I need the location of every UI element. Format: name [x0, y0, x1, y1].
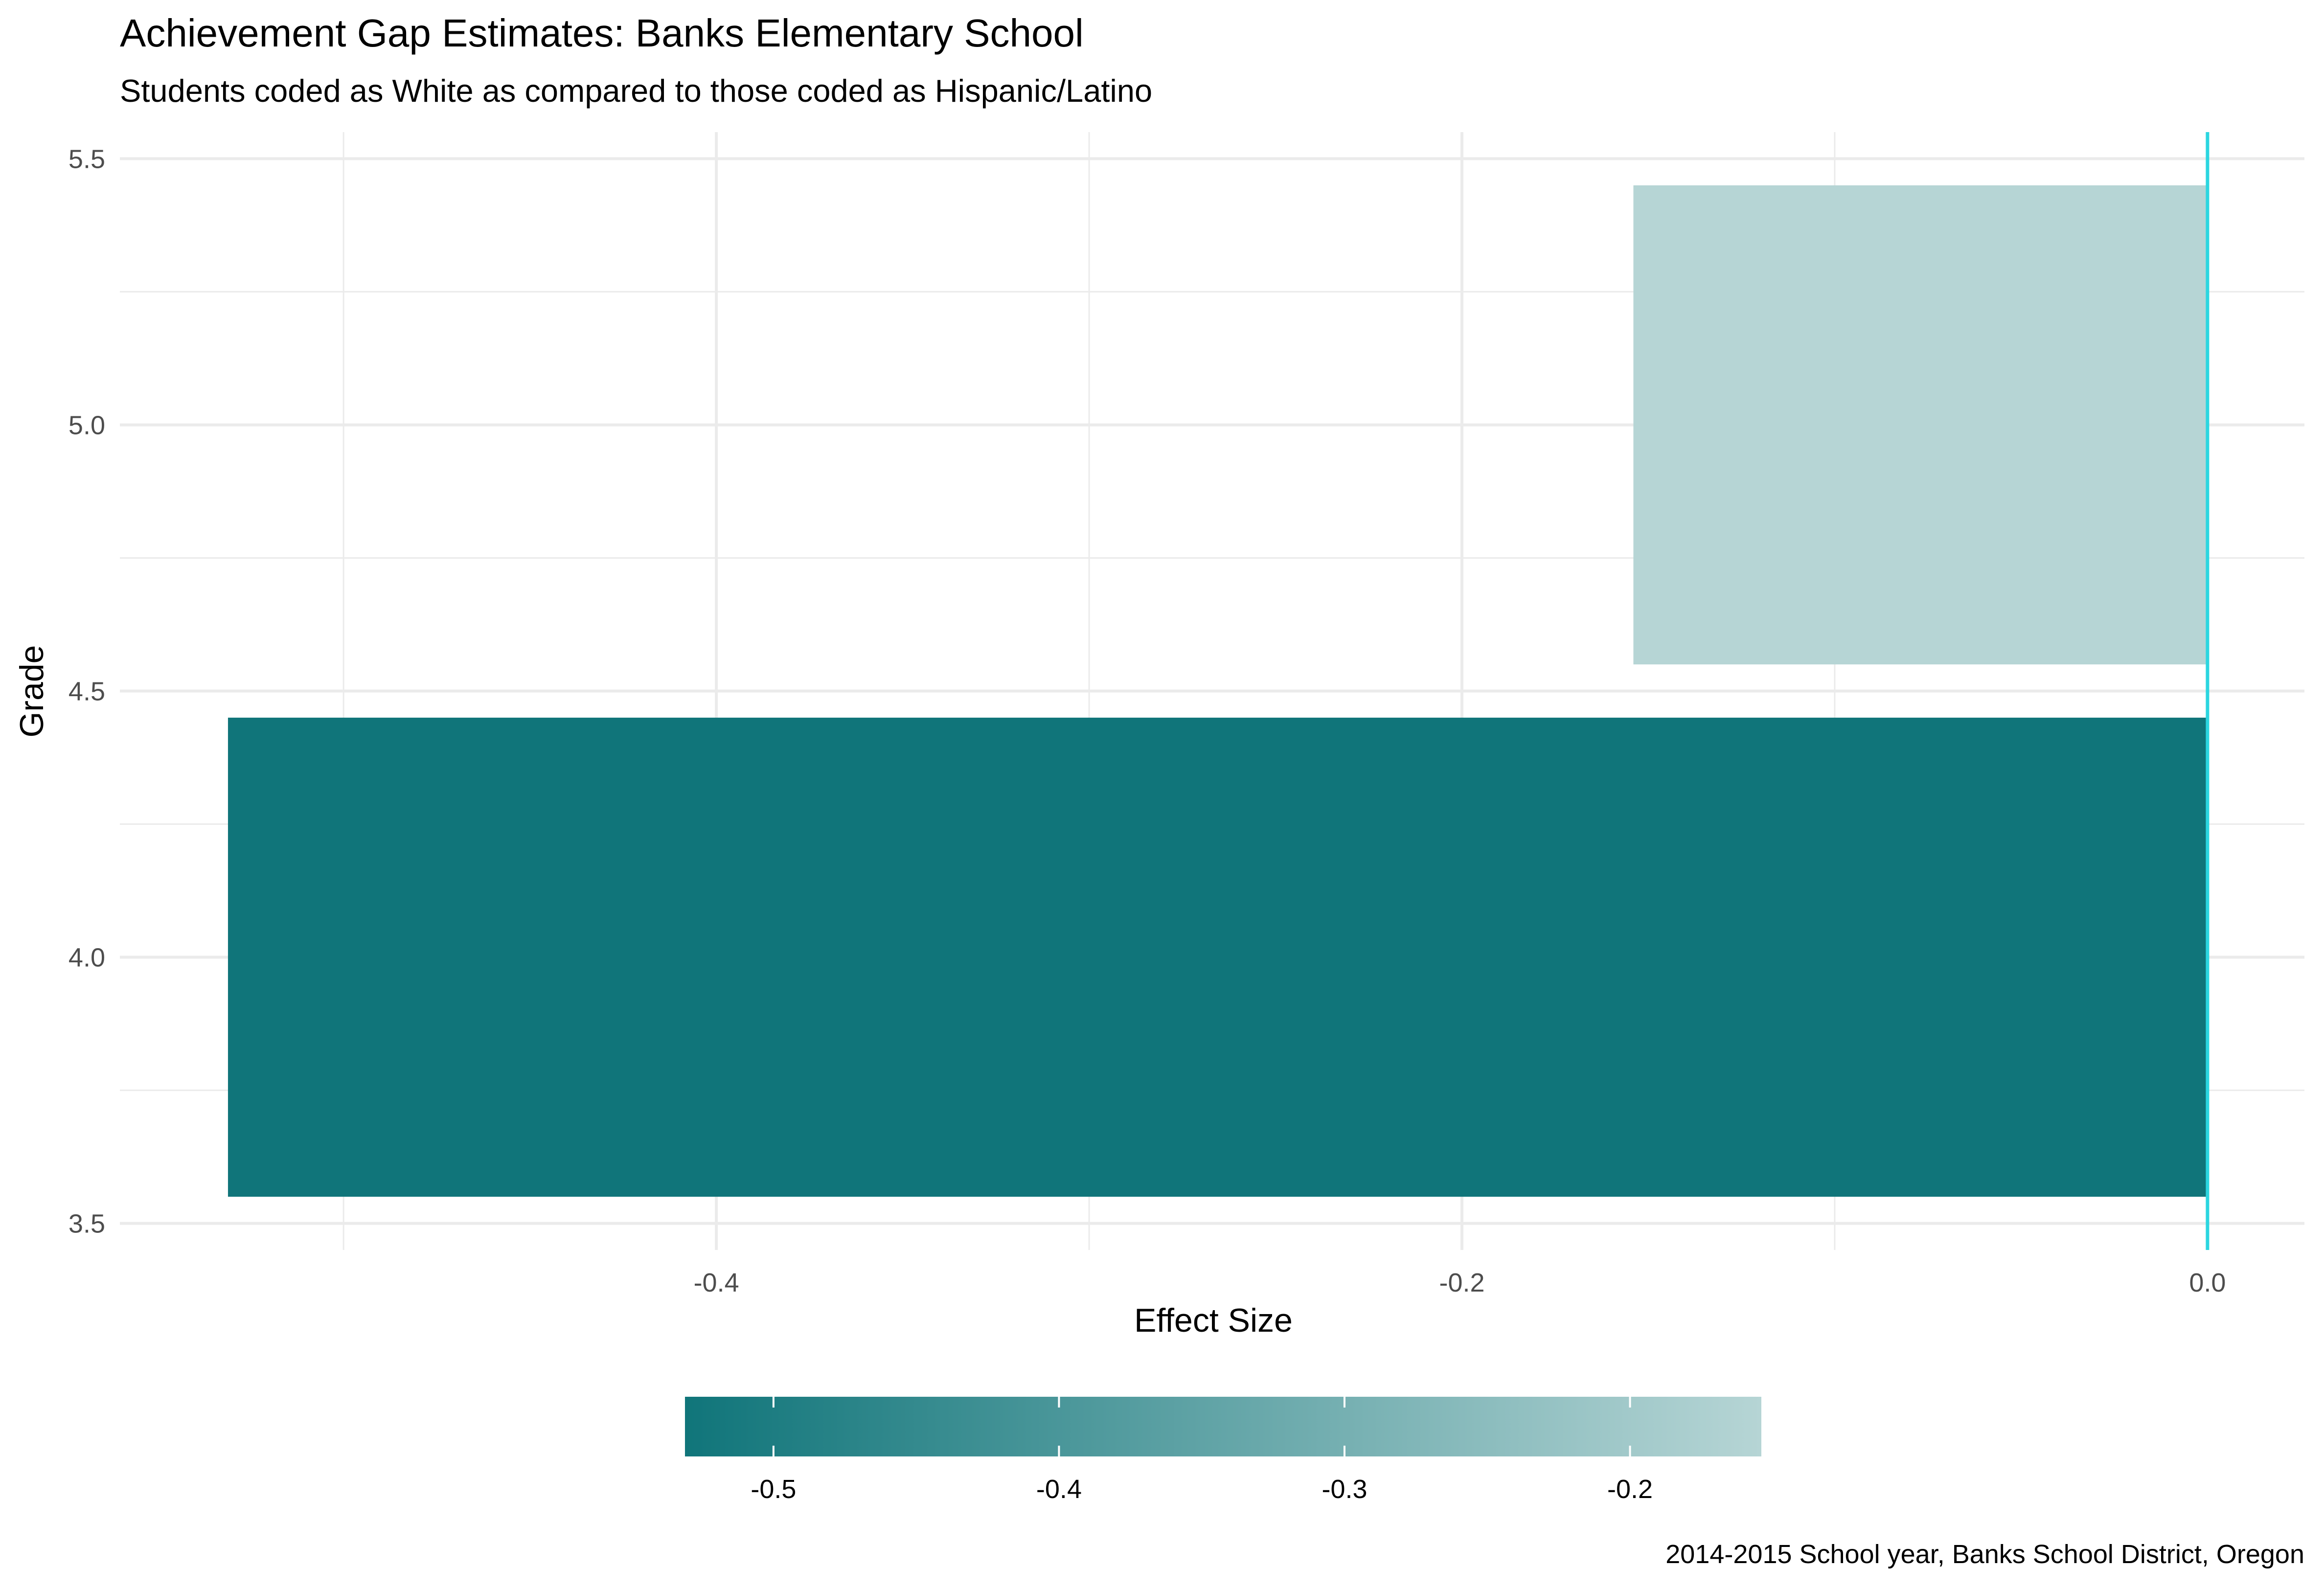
legend-tick-label: -0.5: [751, 1475, 796, 1504]
x-axis-title: Effect Size: [1134, 1302, 1293, 1339]
chart-caption: 2014-2015 School year, Banks School Dist…: [1665, 1540, 2304, 1569]
y-tick-label: 5.5: [68, 144, 105, 174]
bars: [228, 185, 2208, 1197]
chart-title: Achievement Gap Estimates: Banks Element…: [120, 11, 1084, 55]
x-tick-label: -0.4: [694, 1268, 739, 1297]
x-tick-label: 0.0: [2189, 1268, 2226, 1297]
x-axis-ticks: -0.4 -0.2 0.0: [694, 1268, 2226, 1297]
legend-tick-label: -0.3: [1321, 1475, 1367, 1504]
y-tick-label: 3.5: [68, 1209, 105, 1239]
legend-colorbar: [685, 1397, 1761, 1456]
legend-tick-label: -0.2: [1607, 1475, 1653, 1504]
y-tick-label: 5.0: [68, 410, 105, 440]
y-axis-ticks: 3.5 4.0 4.5 5.0 5.5: [68, 144, 105, 1238]
bar-grade-5: [1633, 185, 2208, 665]
legend-tick-label: -0.4: [1036, 1475, 1082, 1504]
y-tick-label: 4.0: [68, 943, 105, 973]
y-tick-label: 4.5: [68, 677, 105, 706]
color-legend: -0.5 -0.4 -0.3 -0.2: [685, 1397, 1761, 1504]
chart-subtitle: Students coded as White as compared to t…: [120, 73, 1152, 109]
x-tick-label: -0.2: [1439, 1268, 1484, 1297]
y-axis-title: Grade: [13, 645, 50, 738]
bar-grade-4: [228, 717, 2208, 1197]
